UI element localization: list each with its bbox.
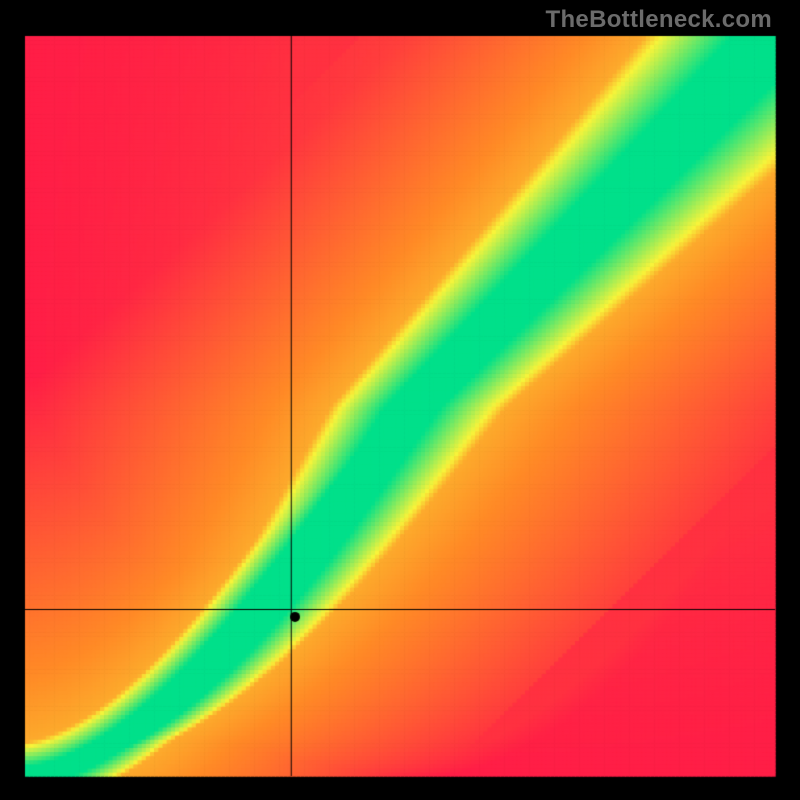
- bottleneck-heatmap: [0, 0, 800, 800]
- source-watermark: TheBottleneck.com: [546, 6, 772, 34]
